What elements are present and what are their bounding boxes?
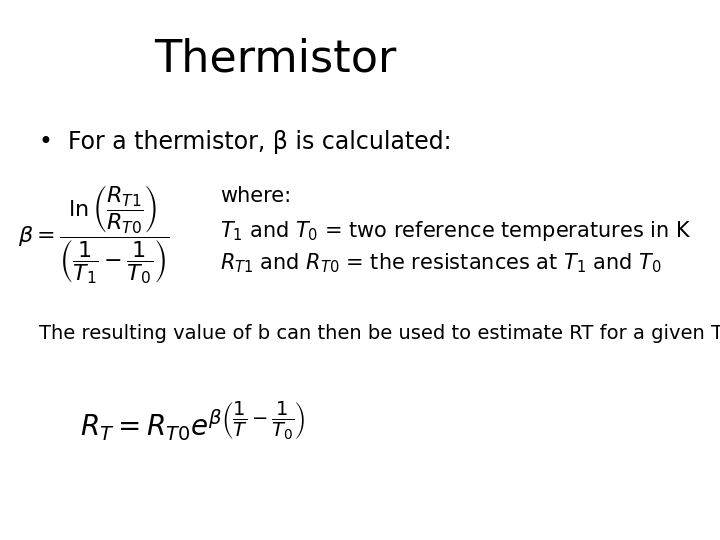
Text: •  For a thermistor, β is calculated:: • For a thermistor, β is calculated: [39, 130, 451, 153]
Text: Thermistor: Thermistor [154, 38, 397, 81]
Text: The resulting value of b can then be used to estimate RT for a given T:: The resulting value of b can then be use… [39, 324, 720, 343]
Text: $R_T = R_{T0} e^{\beta \left(\dfrac{1}{T} - \dfrac{1}{T_0}\right)}$: $R_T = R_{T0} e^{\beta \left(\dfrac{1}{T… [80, 400, 305, 443]
Text: $R_{T1}$ and $R_{T0}$ = the resistances at $T_1$ and $T_0$: $R_{T1}$ and $R_{T0}$ = the resistances … [220, 251, 662, 275]
Text: $\beta = \dfrac{\ln\left(\dfrac{R_{T1}}{R_{T0}}\right)}{\left(\dfrac{1}{T_1} - \: $\beta = \dfrac{\ln\left(\dfrac{R_{T1}}{… [18, 184, 169, 286]
Text: where:: where: [220, 186, 292, 206]
Text: $T_1$ and $T_0$ = two reference temperatures in K: $T_1$ and $T_0$ = two reference temperat… [220, 219, 692, 242]
